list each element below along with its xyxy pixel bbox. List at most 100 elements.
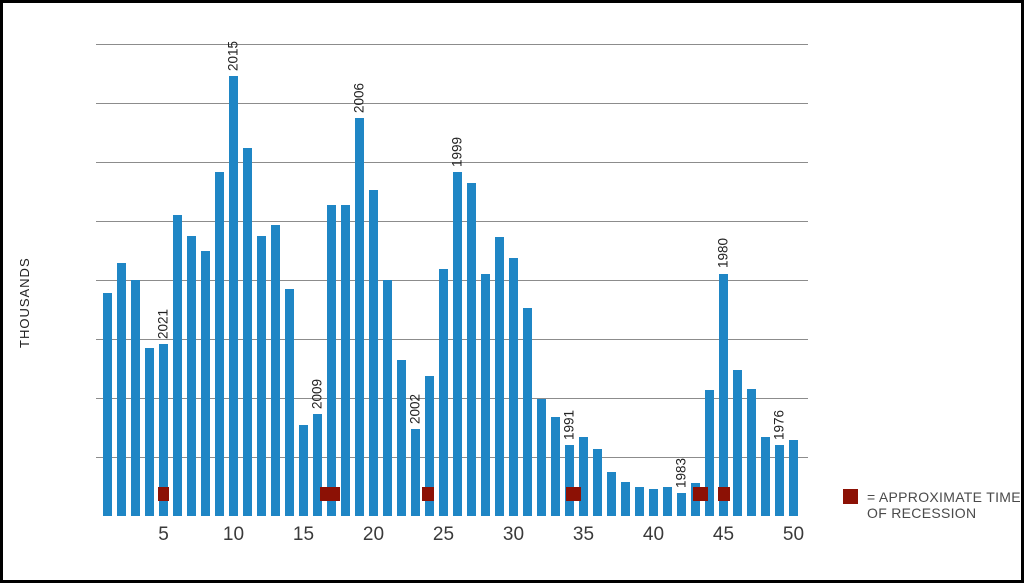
bar-23 [410, 429, 421, 516]
year-annotation-1976: 1976 [771, 410, 786, 440]
x-tick-label-40: 40 [642, 524, 665, 545]
bar-5 [158, 343, 169, 516]
recession-legend: = APPROXIMATE TIME OF RECESSION [843, 489, 1021, 521]
x-tick-label-30: 30 [502, 524, 525, 545]
x-tick-label-45: 45 [712, 524, 735, 545]
bar-1 [102, 292, 113, 516]
recession-marker-5 [692, 487, 708, 501]
recession-legend-label: = APPROXIMATE TIME OF RECESSION [867, 489, 1021, 521]
bar-11 [242, 147, 253, 516]
bar-30 [508, 258, 519, 516]
bar-15 [298, 425, 309, 516]
recession-marker-2 [320, 487, 341, 501]
gridline-30 [96, 339, 808, 340]
gridline-20 [96, 398, 808, 399]
year-annotation-text: 2009 [309, 378, 324, 409]
y-axis-title: THOUSANDS [17, 257, 32, 348]
bar-40 [648, 488, 659, 516]
bar-18 [340, 205, 351, 516]
x-tick-label-35: 35 [572, 524, 595, 545]
bar-28 [480, 274, 491, 516]
bar-25 [438, 268, 449, 516]
year-annotation-text: 1980 [715, 238, 730, 269]
year-annotation-text: 1976 [771, 410, 786, 441]
bar-49 [774, 445, 785, 516]
bar-27 [466, 182, 477, 516]
bar-45 [718, 273, 729, 516]
plot-area: 2021 2015 2009 2006 2002 1999 1991 1983 1980 1976 [96, 41, 808, 516]
bar-8 [200, 250, 211, 516]
recession-legend-line1: = APPROXIMATE TIME [867, 489, 1021, 505]
bar-35 [578, 436, 589, 516]
bar-13 [270, 225, 281, 516]
x-tick-label-20: 20 [362, 524, 385, 545]
year-annotation-text: 2006 [351, 83, 366, 114]
year-annotation-1983: 1983 [673, 458, 688, 488]
bar-50 [788, 439, 799, 516]
bar-31 [522, 307, 533, 516]
bar-32 [536, 399, 547, 516]
year-annotation-text: 1991 [561, 409, 576, 440]
bar-42 [676, 493, 687, 516]
year-annotation-text: 1983 [673, 457, 688, 488]
bar-38 [620, 481, 631, 516]
bar-10 [228, 75, 239, 516]
gridline-60 [96, 162, 808, 163]
bar-47 [746, 389, 757, 516]
bar-20 [368, 190, 379, 516]
bar-9 [214, 172, 225, 516]
recession-marker-3 [422, 487, 435, 501]
year-annotation-2015: 2015 [225, 41, 240, 71]
recession-marker-6 [718, 487, 730, 501]
bar-22 [396, 359, 407, 516]
year-annotation-text: 2021 [155, 308, 170, 339]
year-annotation-2021: 2021 [155, 309, 170, 339]
bar-12 [256, 236, 267, 516]
year-annotation-text: 2002 [407, 394, 422, 425]
bar-19 [354, 118, 365, 516]
year-annotation-text: 1999 [449, 136, 464, 168]
recession-marker-4 [566, 487, 582, 501]
bar-26 [452, 172, 463, 516]
bar-29 [494, 236, 505, 516]
year-annotation-2006: 2006 [351, 83, 366, 113]
bar-34 [564, 444, 575, 516]
bar-44 [704, 389, 715, 516]
bar-7 [186, 235, 197, 516]
bar-33 [550, 416, 561, 516]
x-tick-label-10: 10 [222, 524, 245, 545]
gridline-40 [96, 280, 808, 281]
bar-2 [116, 263, 127, 516]
gridline-80 [96, 44, 808, 45]
year-annotation-text: 2015 [225, 40, 240, 71]
bar-6 [172, 215, 183, 516]
x-tick-label-5: 5 [158, 524, 169, 545]
gridline-50 [96, 221, 808, 222]
bar-36 [592, 449, 603, 516]
bar-48 [760, 436, 771, 516]
year-annotation-2009: 2009 [309, 379, 324, 409]
recession-legend-line2: OF RECESSION [867, 505, 977, 521]
year-annotation-1999: 1999 [449, 137, 464, 167]
year-annotation-1980: 1980 [715, 238, 730, 268]
bar-37 [606, 472, 617, 516]
bar-4 [144, 348, 155, 516]
bar-14 [284, 288, 295, 516]
year-annotation-2002: 2002 [407, 394, 422, 424]
bar-21 [382, 280, 393, 516]
bar-17 [326, 205, 337, 516]
bar-24 [424, 375, 435, 516]
bar-39 [634, 486, 645, 516]
bar-16 [312, 413, 323, 516]
recession-marker-1 [158, 487, 169, 501]
x-tick-label-50: 50 [782, 524, 805, 545]
bar-41 [662, 486, 673, 516]
bar-46 [732, 370, 743, 516]
x-tick-label-25: 25 [432, 524, 455, 545]
bar-3 [130, 280, 141, 516]
gridline-10 [96, 457, 808, 458]
year-annotation-1991: 1991 [561, 410, 576, 440]
x-tick-label-15: 15 [292, 524, 315, 545]
gridline-70 [96, 103, 808, 104]
